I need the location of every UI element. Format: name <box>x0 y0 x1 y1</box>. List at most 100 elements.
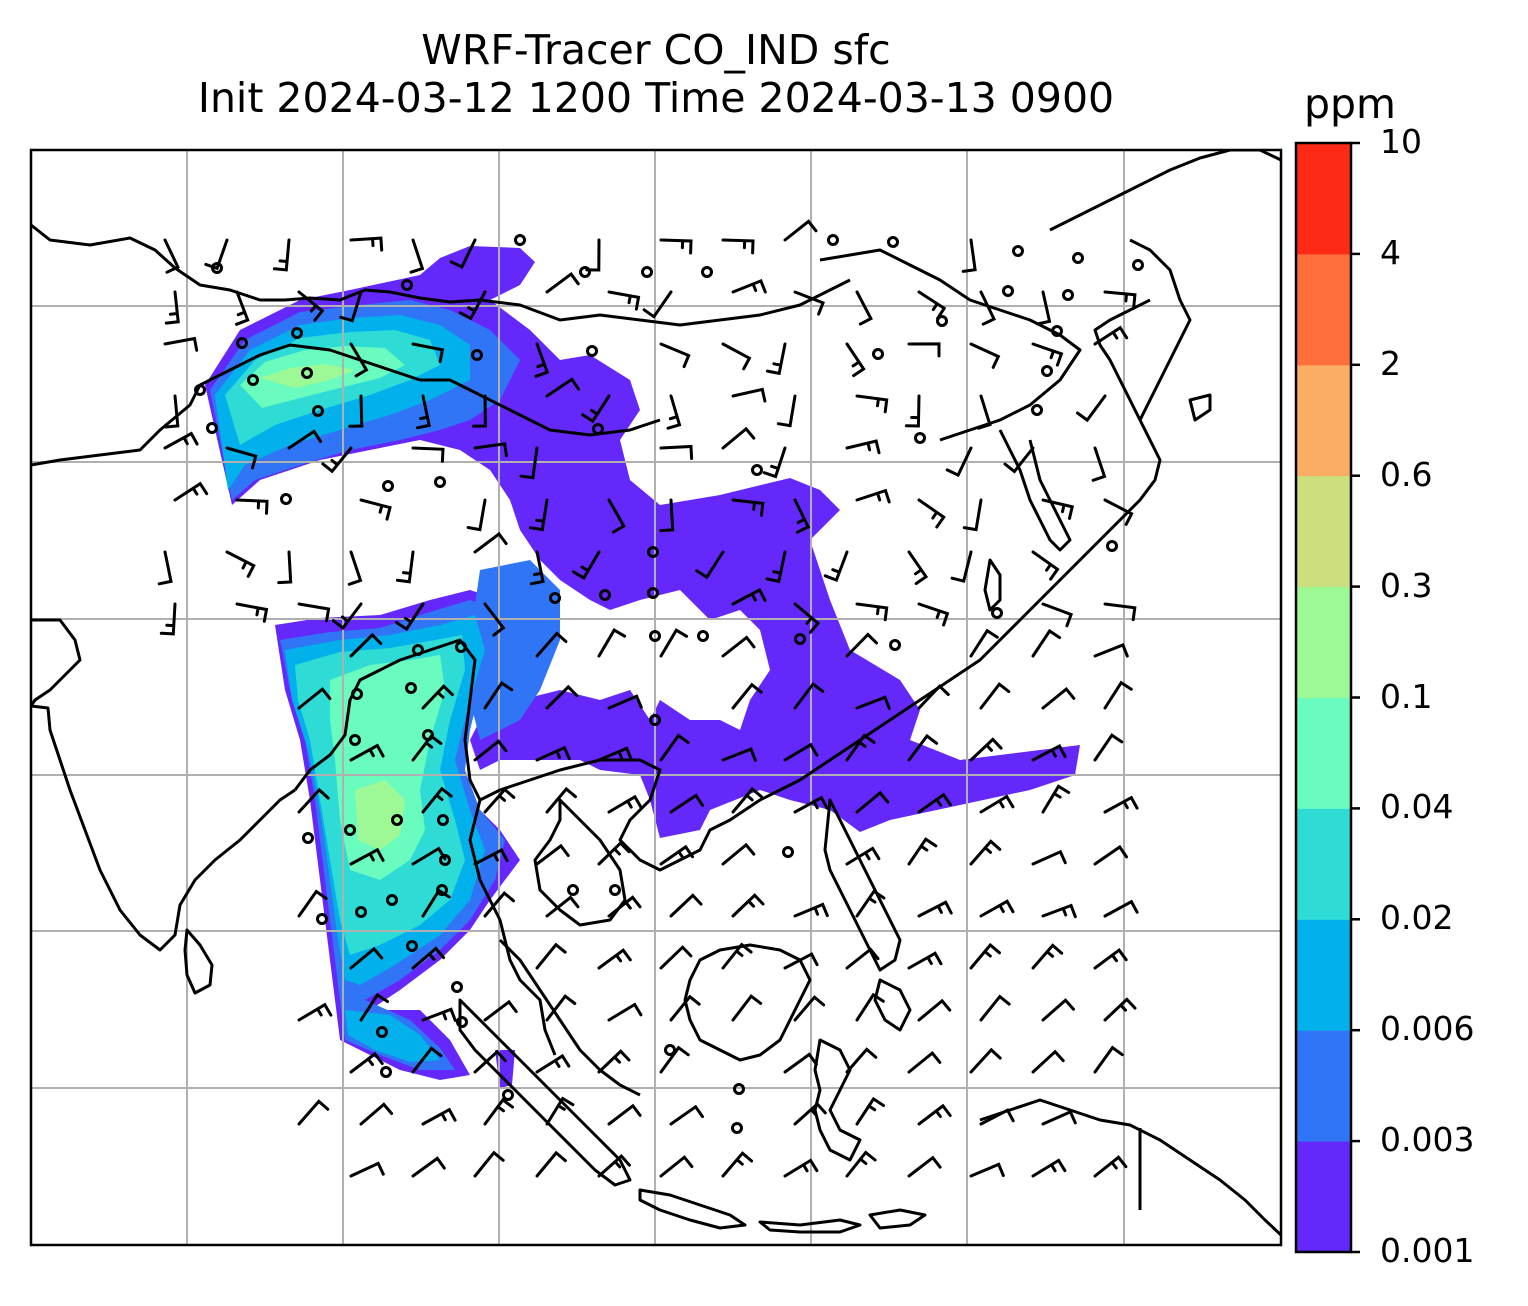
wind-barb <box>845 947 880 970</box>
wind-barb <box>157 550 173 586</box>
wind-barb <box>969 1047 1002 1074</box>
coastline-northeast-asia <box>819 248 1082 442</box>
map-frame <box>29 148 1283 1247</box>
wind-barb <box>1103 680 1133 710</box>
wind-barb <box>348 394 364 428</box>
wind-barb <box>765 550 787 584</box>
wind-barb <box>164 394 180 429</box>
wind-barb <box>421 888 451 918</box>
wind-barb <box>961 238 977 273</box>
wind-barb <box>1041 784 1071 814</box>
wind-barb <box>793 290 825 316</box>
calm-wind-marker <box>247 374 259 386</box>
wind-barb <box>659 733 690 762</box>
wind-barb <box>483 681 514 710</box>
wind-barb <box>545 272 580 294</box>
calm-wind-marker <box>236 337 248 349</box>
wind-barb <box>411 946 446 970</box>
colorbar-tick-label: 0.3 <box>1380 565 1433 605</box>
wind-barb <box>907 837 938 866</box>
wind-barb <box>979 1108 1015 1126</box>
calm-wind-marker <box>451 981 463 993</box>
calm-wind-marker <box>887 236 899 248</box>
wind-barb <box>395 550 415 584</box>
calm-wind-marker <box>376 1026 388 1038</box>
calm-wind-marker <box>502 1089 514 1101</box>
wind-barb <box>1031 550 1060 581</box>
wind-barb <box>1103 602 1137 622</box>
calm-wind-marker <box>380 1066 392 1078</box>
wind-barbs <box>157 219 1144 1178</box>
wind-barb <box>979 682 1011 710</box>
calm-wind-marker <box>579 266 591 278</box>
calm-wind-marker <box>206 422 218 434</box>
wind-barb <box>659 628 689 658</box>
wind-barb <box>458 290 487 321</box>
calm-wind-marker <box>1062 289 1074 301</box>
wind-barb <box>659 1045 690 1074</box>
calm-wind-marker <box>647 546 659 558</box>
wind-barb <box>731 498 765 517</box>
wind-barb <box>535 631 568 658</box>
wind-barb <box>581 394 611 424</box>
wind-barb <box>297 1002 333 1022</box>
coastline-taiwan <box>983 558 1002 612</box>
wind-barb <box>669 994 701 1022</box>
coastline-sulawesi <box>813 1038 862 1162</box>
calm-wind-marker <box>889 639 901 651</box>
coastline-new-guinea <box>979 1098 1281 1237</box>
wind-barb <box>969 942 1001 970</box>
wind-barb <box>904 394 921 428</box>
wind-barb <box>969 839 1002 866</box>
wind-barb <box>466 498 487 532</box>
wind-barb <box>917 792 952 814</box>
wind-barb <box>1103 498 1134 526</box>
wind-barb <box>783 219 818 242</box>
coastline-japan <box>1129 238 1212 422</box>
wind-barb <box>731 387 767 403</box>
coastline-sri-lanka <box>183 928 214 995</box>
wind-barb <box>1093 733 1124 762</box>
wind-barb <box>359 498 392 521</box>
wind-barb <box>731 786 763 814</box>
wind-barb <box>1093 643 1129 658</box>
wind-barb <box>1041 686 1076 710</box>
wind-barb <box>969 1162 1005 1178</box>
wind-barb <box>783 1158 819 1178</box>
wind-barb <box>297 889 328 918</box>
wind-barb <box>411 1046 443 1074</box>
wind-barb <box>979 794 1015 814</box>
calm-wind-marker <box>1106 540 1118 552</box>
wind-barb <box>297 787 330 814</box>
colorbar-segment <box>1296 253 1351 366</box>
wind-barb <box>395 602 425 632</box>
wind-barb <box>793 602 821 634</box>
wind-barb <box>907 733 939 762</box>
wind-barb <box>359 1102 394 1126</box>
calm-wind-marker <box>439 854 451 866</box>
wind-barb <box>545 1096 575 1126</box>
wind-barb <box>1036 290 1052 326</box>
wind-barb <box>473 1150 505 1178</box>
calm-wind-marker <box>664 1044 676 1056</box>
wind-barb <box>1093 1155 1128 1178</box>
wind-barb <box>1103 997 1137 1022</box>
wind-barb <box>483 1097 514 1126</box>
wind-barb <box>1041 998 1075 1022</box>
wind-barb <box>545 895 580 918</box>
wind-barb <box>659 844 694 866</box>
wind-barb <box>535 843 570 866</box>
wind-barb <box>979 899 1015 918</box>
wind-barb <box>473 739 508 762</box>
calm-wind-marker <box>599 589 611 601</box>
wind-barb <box>1031 849 1067 866</box>
wind-barb <box>762 446 787 479</box>
wind-barb <box>731 587 767 606</box>
wind-barb <box>535 942 567 970</box>
calm-wind-marker <box>194 384 206 396</box>
wind-barb <box>1031 628 1062 658</box>
wind-barb <box>597 1153 631 1178</box>
calm-wind-marker <box>351 688 363 700</box>
wind-barb <box>545 994 577 1022</box>
wind-barb <box>907 342 941 358</box>
